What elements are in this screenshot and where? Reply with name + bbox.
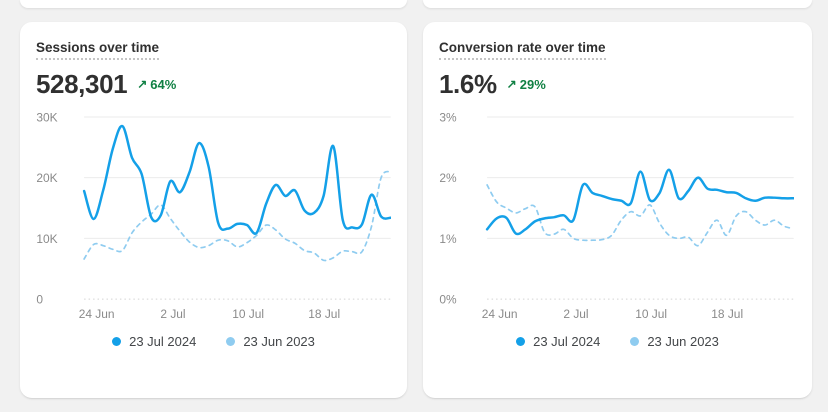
trend-up-icon: ↗ <box>506 77 517 92</box>
current-period-dot-icon <box>516 337 526 347</box>
sessions-card-title[interactable]: Sessions over time <box>36 40 160 61</box>
legend-item-previous-period: 23 Jun 2023 <box>226 334 315 349</box>
svg-text:10 Jul: 10 Jul <box>635 307 667 321</box>
svg-text:2%: 2% <box>439 171 457 185</box>
svg-text:30K: 30K <box>36 111 57 125</box>
svg-text:10 Jul: 10 Jul <box>232 307 264 321</box>
legend-item-current-period: 23 Jul 2024 <box>112 334 196 349</box>
legend-label-current: 23 Jul 2024 <box>533 334 601 350</box>
legend-label-previous: 23 Jun 2023 <box>243 334 315 350</box>
svg-text:18 Jul: 18 Jul <box>711 307 743 321</box>
chart-cards-row: Sessions over time 528,301 ↗ 64% 30K 20K 1… <box>20 22 812 398</box>
sessions-metric-value: 528,301 <box>36 68 128 99</box>
svg-text:20K: 20K <box>36 171 57 185</box>
conversion-delta-percent: 29% <box>519 76 546 92</box>
sessions-card: Sessions over time 528,301 ↗ 64% 30K 20K 1… <box>20 22 407 398</box>
legend-item-previous-period: 23 Jun 2023 <box>630 334 719 349</box>
conversion-metric-value: 1.6% <box>439 68 497 99</box>
conversion-card: Conversion rate over time 1.6% ↗ 29% 3% 2… <box>423 22 812 398</box>
svg-text:2 Jul: 2 Jul <box>160 307 185 321</box>
legend-label-current: 23 Jul 2024 <box>129 334 197 350</box>
svg-text:0: 0 <box>36 293 43 307</box>
legend-item-current-period: 23 Jul 2024 <box>516 334 600 349</box>
svg-text:18 Jul: 18 Jul <box>308 307 340 321</box>
legend-label-previous: 23 Jun 2023 <box>647 334 719 350</box>
trend-up-icon: ↗ <box>137 77 148 92</box>
sessions-delta-percent: 64% <box>150 76 177 92</box>
previous-period-dot-icon <box>630 337 640 347</box>
conversion-line-chart[interactable]: 3% 2% 1% 0% 24 Jun 2 Jul 10 Jul 18 Jul <box>439 109 794 324</box>
conversion-metric-row: 1.6% ↗ 29% <box>439 69 796 99</box>
svg-text:1%: 1% <box>439 232 457 246</box>
svg-text:2 Jul: 2 Jul <box>563 307 588 321</box>
svg-text:3%: 3% <box>439 111 457 125</box>
sessions-chart-legend: 23 Jul 2024 23 Jun 2023 <box>36 334 391 349</box>
sessions-metric-delta: ↗ 64% <box>137 77 176 92</box>
sessions-line-chart[interactable]: 30K 20K 10K 0 24 Jun 2 Jul 10 Jul 18 Jul <box>36 109 391 324</box>
svg-text:24 Jun: 24 Jun <box>482 307 518 321</box>
svg-text:0%: 0% <box>439 293 457 307</box>
conversion-card-title[interactable]: Conversion rate over time <box>439 40 606 61</box>
svg-text:10K: 10K <box>36 232 57 246</box>
current-period-dot-icon <box>112 337 122 347</box>
previous-period-dot-icon <box>226 337 236 347</box>
conversion-metric-delta: ↗ 29% <box>507 77 546 92</box>
conversion-chart-legend: 23 Jul 2024 23 Jun 2023 <box>439 334 796 349</box>
previous-row-card-edge-right <box>423 0 812 8</box>
sessions-metric-row: 528,301 ↗ 64% <box>36 69 391 99</box>
previous-row-card-edge-left <box>20 0 407 8</box>
svg-text:24 Jun: 24 Jun <box>79 307 115 321</box>
